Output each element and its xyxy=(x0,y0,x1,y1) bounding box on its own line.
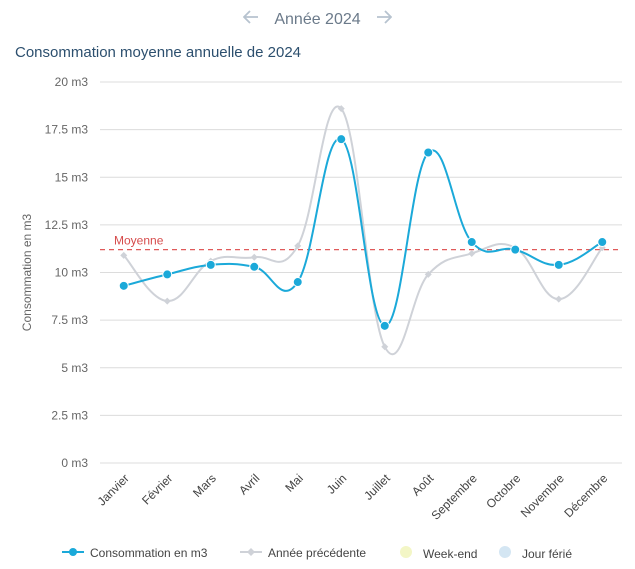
legend-label: Week-end xyxy=(423,546,478,561)
x-tick-label: Septembre xyxy=(428,471,480,523)
y-tick-label: 2.5 m3 xyxy=(51,408,88,422)
series-line-current xyxy=(123,138,603,327)
arrow-left-icon[interactable] xyxy=(240,10,262,29)
data-point-previous xyxy=(468,249,476,257)
data-point-current xyxy=(336,134,347,145)
y-tick-label: 10 m3 xyxy=(55,266,89,280)
data-point-current xyxy=(205,259,216,270)
x-tick-label: Décembre xyxy=(561,471,610,520)
legend-marker-icon xyxy=(494,546,516,561)
y-tick-label: 12.5 m3 xyxy=(45,218,89,232)
data-point-current xyxy=(597,237,608,248)
data-point-previous xyxy=(294,242,302,250)
legend-label: Jour férié xyxy=(522,546,573,561)
x-tick-label: Novembre xyxy=(518,471,567,520)
x-tick-label: Avril xyxy=(236,471,262,497)
data-point-current xyxy=(249,261,260,272)
data-point-current xyxy=(423,147,434,158)
x-tick-label: Mai xyxy=(282,471,306,495)
data-point-previous xyxy=(120,251,128,259)
y-tick-label: 17.5 m3 xyxy=(45,123,89,137)
legend-item[interactable]: Week-end xyxy=(395,546,477,561)
y-tick-label: 0 m3 xyxy=(61,456,88,470)
data-point-previous xyxy=(163,297,171,305)
data-point-current xyxy=(292,277,303,288)
y-tick-label: 20 m3 xyxy=(55,75,89,89)
data-point-previous xyxy=(424,270,432,278)
year-navigator: Année 2024 xyxy=(0,10,635,29)
x-tick-label: Janvier xyxy=(95,471,132,508)
x-tick-label: Mars xyxy=(190,471,219,500)
legend-label: Consommation en m3 xyxy=(90,546,208,560)
y-tick-label: 5 m3 xyxy=(61,361,88,375)
legend-marker-icon xyxy=(395,546,417,561)
x-tick-label: Octobre xyxy=(483,471,523,511)
data-point-current xyxy=(510,244,521,255)
chart-title: Consommation moyenne annuelle de 2024 xyxy=(15,44,302,61)
data-point-previous xyxy=(381,343,389,351)
data-point-current xyxy=(118,280,129,291)
legend-label: Année précédente xyxy=(268,546,367,560)
x-tick-label: Août xyxy=(409,471,437,499)
data-point-current xyxy=(466,237,477,248)
legend-marker-icon xyxy=(240,546,262,560)
line-chart: 0 m3 2.5 m3 5 m3 7.5 m3 10 m3 12.5 m3 15 m3 17.… xyxy=(20,75,622,523)
legend-marker-icon xyxy=(62,546,84,560)
year-label: Année 2024 xyxy=(274,11,361,28)
y-tick-label: 15 m3 xyxy=(55,170,89,184)
y-axis-title: Consommation en m3 xyxy=(20,213,34,331)
y-tick-label: 7.5 m3 xyxy=(51,313,88,327)
data-point-previous xyxy=(555,295,563,303)
legend-item[interactable]: Consommation en m3 xyxy=(62,546,207,560)
legend-item[interactable]: Jour férié xyxy=(494,546,572,561)
x-tick-label: Juillet xyxy=(361,471,393,503)
data-point-previous xyxy=(337,105,345,113)
x-tick-label: Février xyxy=(139,471,175,507)
x-tick-label: Juin xyxy=(324,471,349,496)
legend-item[interactable]: Année précédente xyxy=(240,546,366,560)
data-point-current xyxy=(379,320,390,331)
average-line-label: Moyenne xyxy=(114,234,164,248)
data-point-previous xyxy=(250,253,258,261)
data-point-current xyxy=(553,259,564,270)
data-point-current xyxy=(162,269,173,280)
arrow-right-icon[interactable] xyxy=(373,10,395,29)
